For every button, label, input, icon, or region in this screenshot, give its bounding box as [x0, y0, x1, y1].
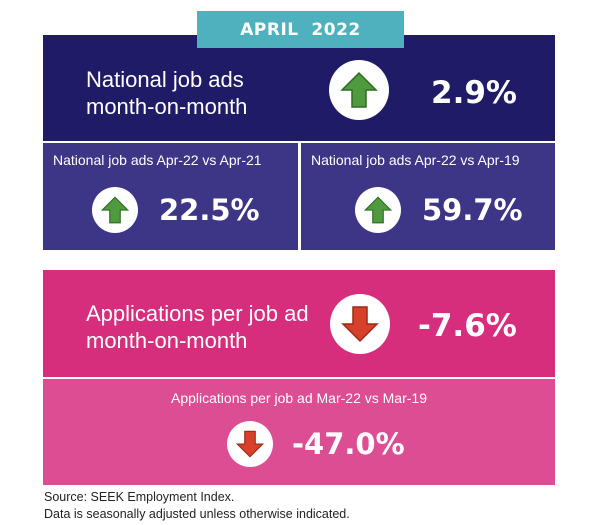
job-ads-vs2019-panel: National job ads Apr-22 vs Apr-19 59.7%	[301, 143, 555, 250]
applications-vs2019-label: Applications per job ad Mar-22 vs Mar-19	[170, 390, 427, 406]
up-arrow-icon	[355, 187, 401, 233]
applications-mom-label-line2: month-on-month	[86, 328, 248, 353]
job-ads-mom-value: 2.9%	[431, 75, 517, 111]
job-ads-mom-label: National job ads month-on-month	[86, 66, 247, 120]
job-ads-yoy-panel: National job ads Apr-22 vs Apr-21 22.5%	[43, 143, 298, 250]
applications-mom-panel: Applications per job ad month-on-month -…	[43, 270, 555, 377]
job-ads-mom-label-line2: month-on-month	[86, 94, 248, 119]
job-ads-mom-label-line1: National job ads	[86, 67, 244, 92]
applications-mom-label: Applications per job ad month-on-month	[86, 300, 309, 354]
period-tab: APRIL 2022	[197, 11, 404, 48]
job-ads-vs2019-value: 59.7%	[422, 193, 523, 227]
applications-mom-label-line1: Applications per job ad	[86, 301, 309, 326]
job-ads-yoy-value: 22.5%	[159, 193, 260, 227]
job-ads-yoy-label: National job ads Apr-22 vs Apr-21	[53, 152, 262, 168]
up-arrow-icon	[329, 60, 389, 120]
seasonal-adjustment-note: Data is seasonally adjusted unless other…	[44, 507, 350, 521]
applications-mom-value: -7.6%	[418, 308, 517, 344]
applications-vs2019-value: -47.0%	[292, 427, 405, 461]
period-label: APRIL 2022	[240, 19, 361, 40]
down-arrow-icon	[227, 421, 273, 467]
down-arrow-icon	[330, 294, 390, 354]
job-ads-vs2019-label: National job ads Apr-22 vs Apr-19	[311, 152, 520, 168]
applications-vs2019-panel: Applications per job ad Mar-22 vs Mar-19…	[43, 379, 555, 485]
source-note: Source: SEEK Employment Index.	[44, 490, 235, 504]
up-arrow-icon	[92, 187, 138, 233]
job-ads-mom-panel: National job ads month-on-month 2.9%	[43, 35, 555, 141]
